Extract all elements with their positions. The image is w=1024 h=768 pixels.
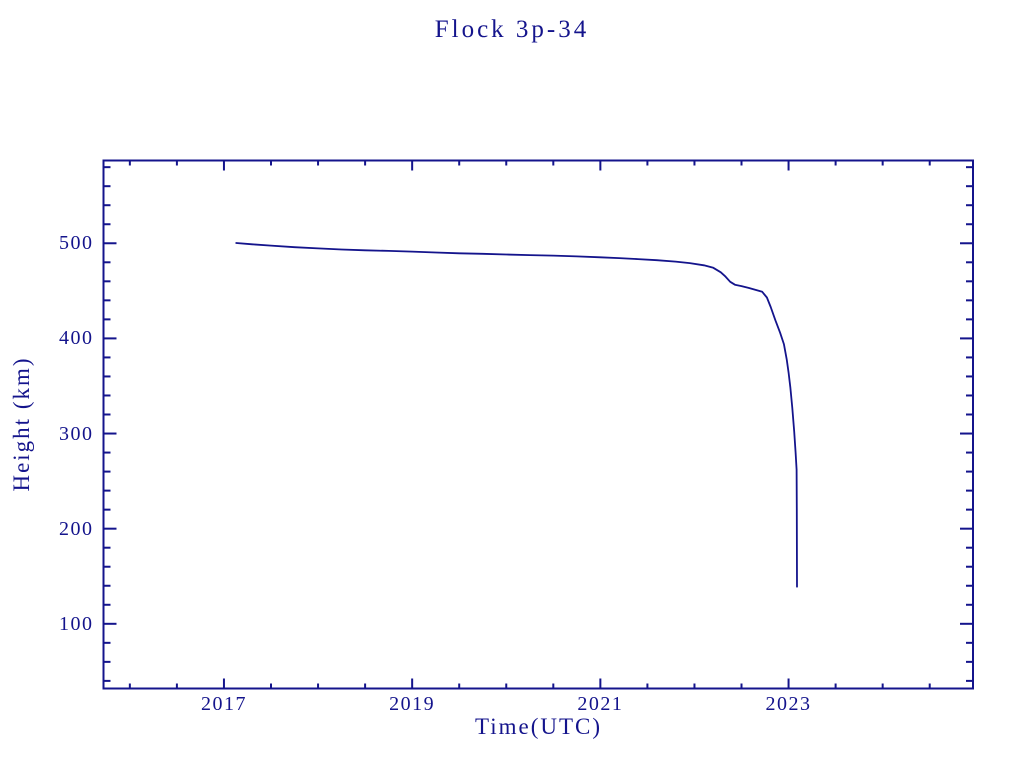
plot-frame — [102, 159, 974, 690]
height-curve — [235, 242, 798, 588]
x-tick-label: 2023 — [765, 693, 812, 715]
x-axis-label: Time(UTC) — [474, 714, 603, 739]
x-tick-label: 2019 — [389, 693, 436, 715]
y-tick-label: 500 — [59, 232, 94, 255]
x-tick-label: 2021 — [577, 693, 624, 715]
chart-title: Flock 3p-34 — [434, 16, 590, 43]
y-tick-label: 200 — [59, 517, 94, 540]
y-tick-label: 300 — [59, 422, 94, 445]
x-tick-label: 2017 — [200, 693, 247, 715]
y-tick-label: 100 — [59, 612, 94, 635]
y-tick-label: 400 — [59, 327, 94, 350]
